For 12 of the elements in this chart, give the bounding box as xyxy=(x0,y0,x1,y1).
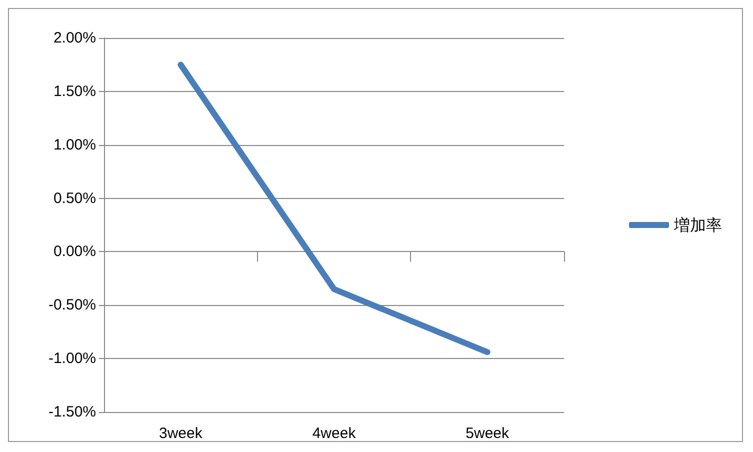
y-tick-label: 0.00% xyxy=(53,243,96,260)
x-tick-label: 4week xyxy=(312,425,356,442)
y-tick-label: 1.50% xyxy=(53,82,96,100)
y-tick-label: 0.50% xyxy=(53,190,96,207)
y-tick-label: -1.50% xyxy=(48,404,96,420)
y-tick-label: -0.50% xyxy=(48,296,96,314)
x-tick-label: 3week xyxy=(158,425,203,442)
x-tick-label: 5week xyxy=(466,425,510,442)
legend-label: 増加率 xyxy=(673,216,722,234)
y-tick-label: 2.00% xyxy=(53,30,96,46)
y-tick-label: 1.00% xyxy=(53,136,96,154)
y-tick-label: -1.00% xyxy=(48,350,96,368)
